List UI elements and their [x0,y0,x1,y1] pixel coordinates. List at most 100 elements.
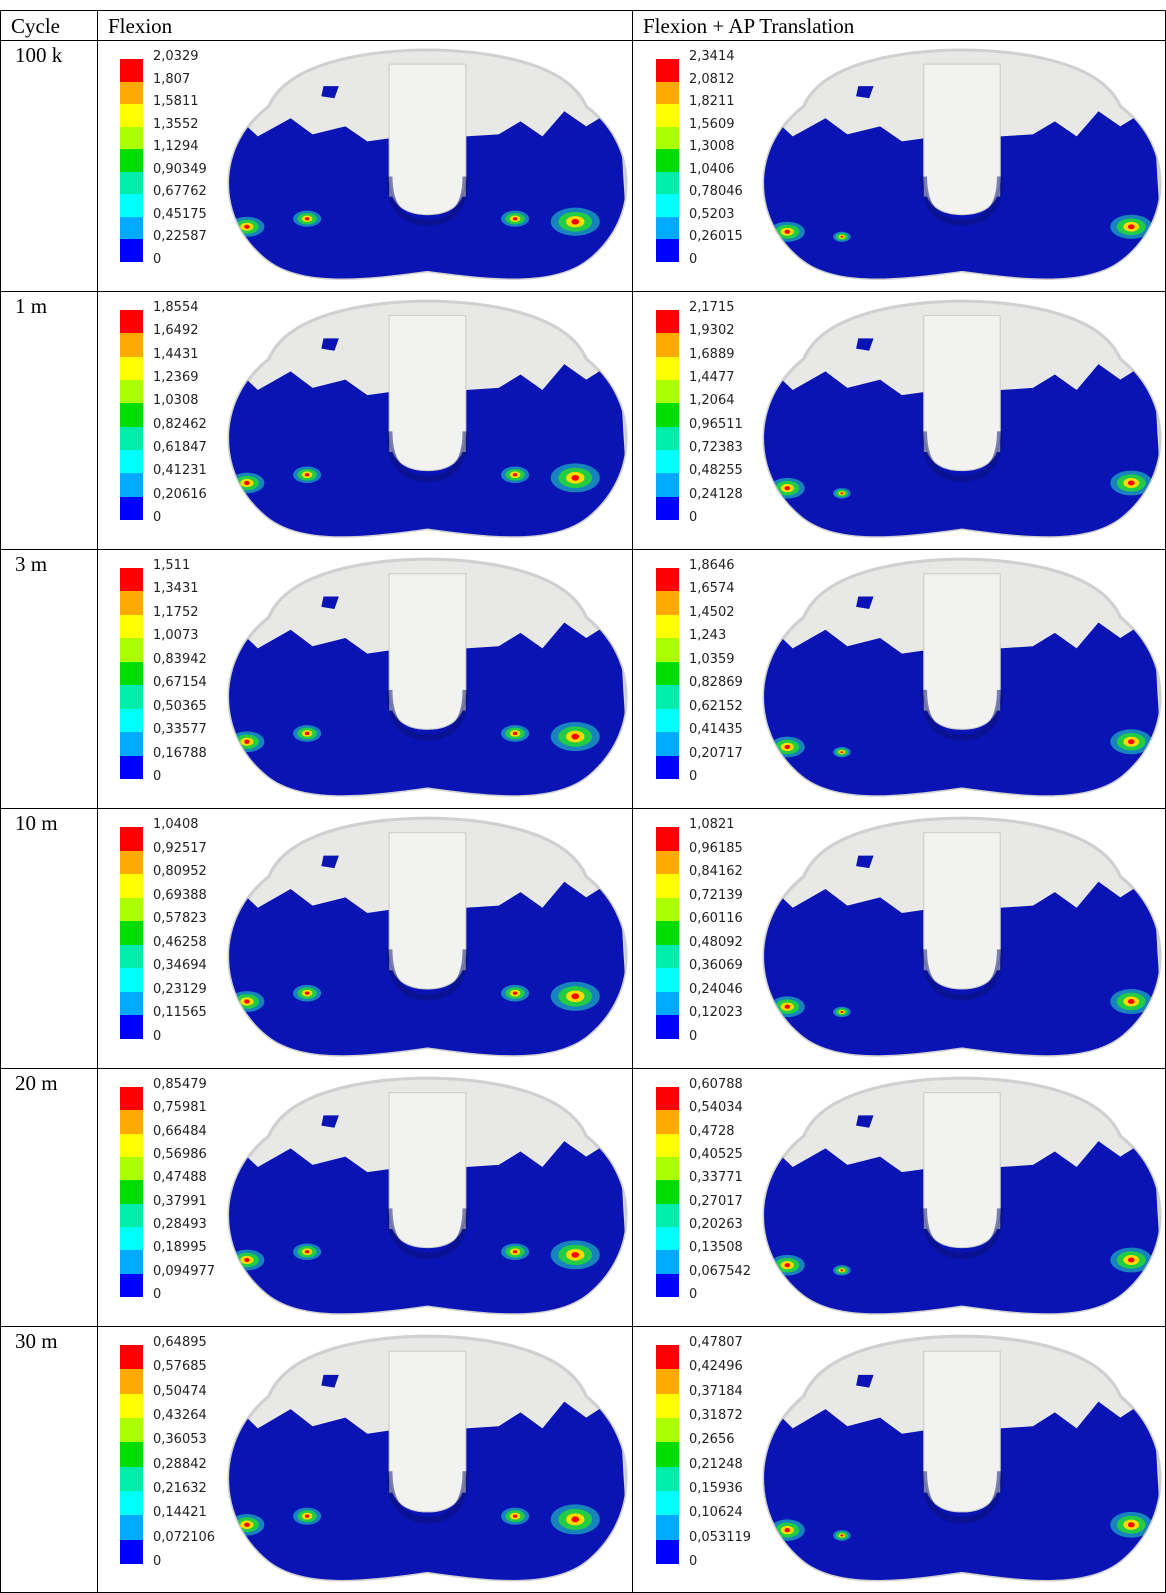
legend-swatch [656,310,679,333]
legend-label: 1,0408 [153,818,199,832]
legend-label: 0 [689,1555,697,1569]
legend-swatch [656,1227,679,1250]
legend-label: 1,1752 [153,606,199,620]
legend-swatch [656,1087,679,1110]
legend-swatch [656,732,679,755]
legend-label: 0,82869 [689,676,743,690]
legend-label: 0,21248 [689,1458,743,1472]
legend-swatch [656,172,679,195]
legend-label: 1,0406 [689,163,735,177]
legend-label: 0,50474 [153,1385,207,1399]
legend-swatch [656,1515,679,1539]
legend-swatch [656,1491,679,1515]
legend-swatch [656,1540,679,1564]
legend-label: 0,66484 [153,1125,207,1139]
legend-label: 0,78046 [689,185,743,199]
legend-label: 0,15936 [689,1482,743,1496]
legend-label: 0,54034 [689,1101,743,1115]
legend-label: 0,10624 [689,1506,743,1520]
legend-swatch [656,473,679,496]
legend-swatch [656,685,679,708]
legend-swatch [120,921,143,945]
legend-label: 0,33577 [153,723,207,737]
legend-swatch [656,1467,679,1491]
legend-swatch [120,1467,143,1491]
legend-label: 2,0329 [153,50,199,64]
legend-label: 1,6889 [689,348,735,362]
legend-label: 0,37991 [153,1195,207,1209]
legend-swatch [120,1274,143,1297]
legend-label: 0,2656 [689,1433,735,1447]
legend-swatch [120,756,143,779]
legend-label: 0,31872 [689,1409,743,1423]
legend-label: 0,20717 [689,747,743,761]
legend-label: 0 [153,253,161,267]
legend-swatch [656,1015,679,1039]
legend-swatch [120,1442,143,1466]
legend-label: 1,243 [689,629,726,643]
header-cell: Flexion + AP Translation [632,10,1166,40]
legend-label: 0,50365 [153,700,207,714]
legend-label: 0,27017 [689,1195,743,1209]
legend-swatch [120,1157,143,1180]
legend-label: 1,8646 [689,559,735,573]
legend-label: 0,75981 [153,1101,207,1115]
legend-label: 0,43264 [153,1409,207,1423]
contour-image [760,555,1164,804]
legend-swatch [120,1250,143,1273]
legend-label: 0,5203 [689,208,735,222]
legend-label: 0,41231 [153,464,207,478]
legend-label: 1,5609 [689,118,735,132]
legend-label: 0,14421 [153,1506,207,1520]
legend-swatch [656,921,679,945]
legend-label: 0 [153,1288,161,1302]
legend-label: 0,80952 [153,865,207,879]
legend-label: 0,47488 [153,1171,207,1185]
legend-swatch [656,1250,679,1273]
legend-label: 0,72139 [689,889,743,903]
legend-swatch [656,968,679,992]
legend-swatch [656,427,679,450]
legend-swatch [656,217,679,240]
cycle-cell: 100 k [0,40,97,291]
legend-label: 2,3414 [689,50,735,64]
legend-label: 0,28842 [153,1458,207,1472]
legend-swatch [120,1418,143,1442]
legend-label: 0 [689,253,697,267]
legend-label: 0,40525 [689,1148,743,1162]
legend-swatch [120,662,143,685]
legend-swatch [120,1515,143,1539]
legend-label: 0 [153,770,161,784]
legend-swatch [656,992,679,1016]
legend-swatch [120,1110,143,1133]
legend-swatch [656,82,679,105]
legend-swatch [120,615,143,638]
legend-label: 0,42496 [689,1360,743,1374]
legend-swatch [120,1134,143,1157]
contour-image [760,1074,1164,1322]
legend-label: 0,28493 [153,1218,207,1232]
legend-label: 1,1294 [153,140,199,154]
legend-label: 0,57685 [153,1360,207,1374]
legend-label: 0,67154 [153,676,207,690]
legend-swatch [656,945,679,969]
legend-swatch [656,104,679,127]
legend-label: 0 [153,1555,161,1569]
legend-swatch [120,1087,143,1110]
cycle-cell: 30 m [0,1326,97,1593]
cycle-cell: 20 m [0,1068,97,1326]
legend-swatch [120,568,143,591]
legend-label: 1,9302 [689,324,735,338]
legend-label: 1,4502 [689,606,735,620]
contour-image [760,814,1164,1064]
cycle-cell: 3 m [0,549,97,808]
legend-label: 1,4431 [153,348,199,362]
legend-label: 0,64895 [153,1336,207,1350]
legend-label: 1,0359 [689,653,735,667]
legend-swatch [656,450,679,473]
legend-label: 0,41435 [689,723,743,737]
legend-label: 0,45175 [153,208,207,222]
cycle-cell: 10 m [0,808,97,1068]
legend-swatch [120,591,143,614]
legend-label: 0 [153,1030,161,1044]
